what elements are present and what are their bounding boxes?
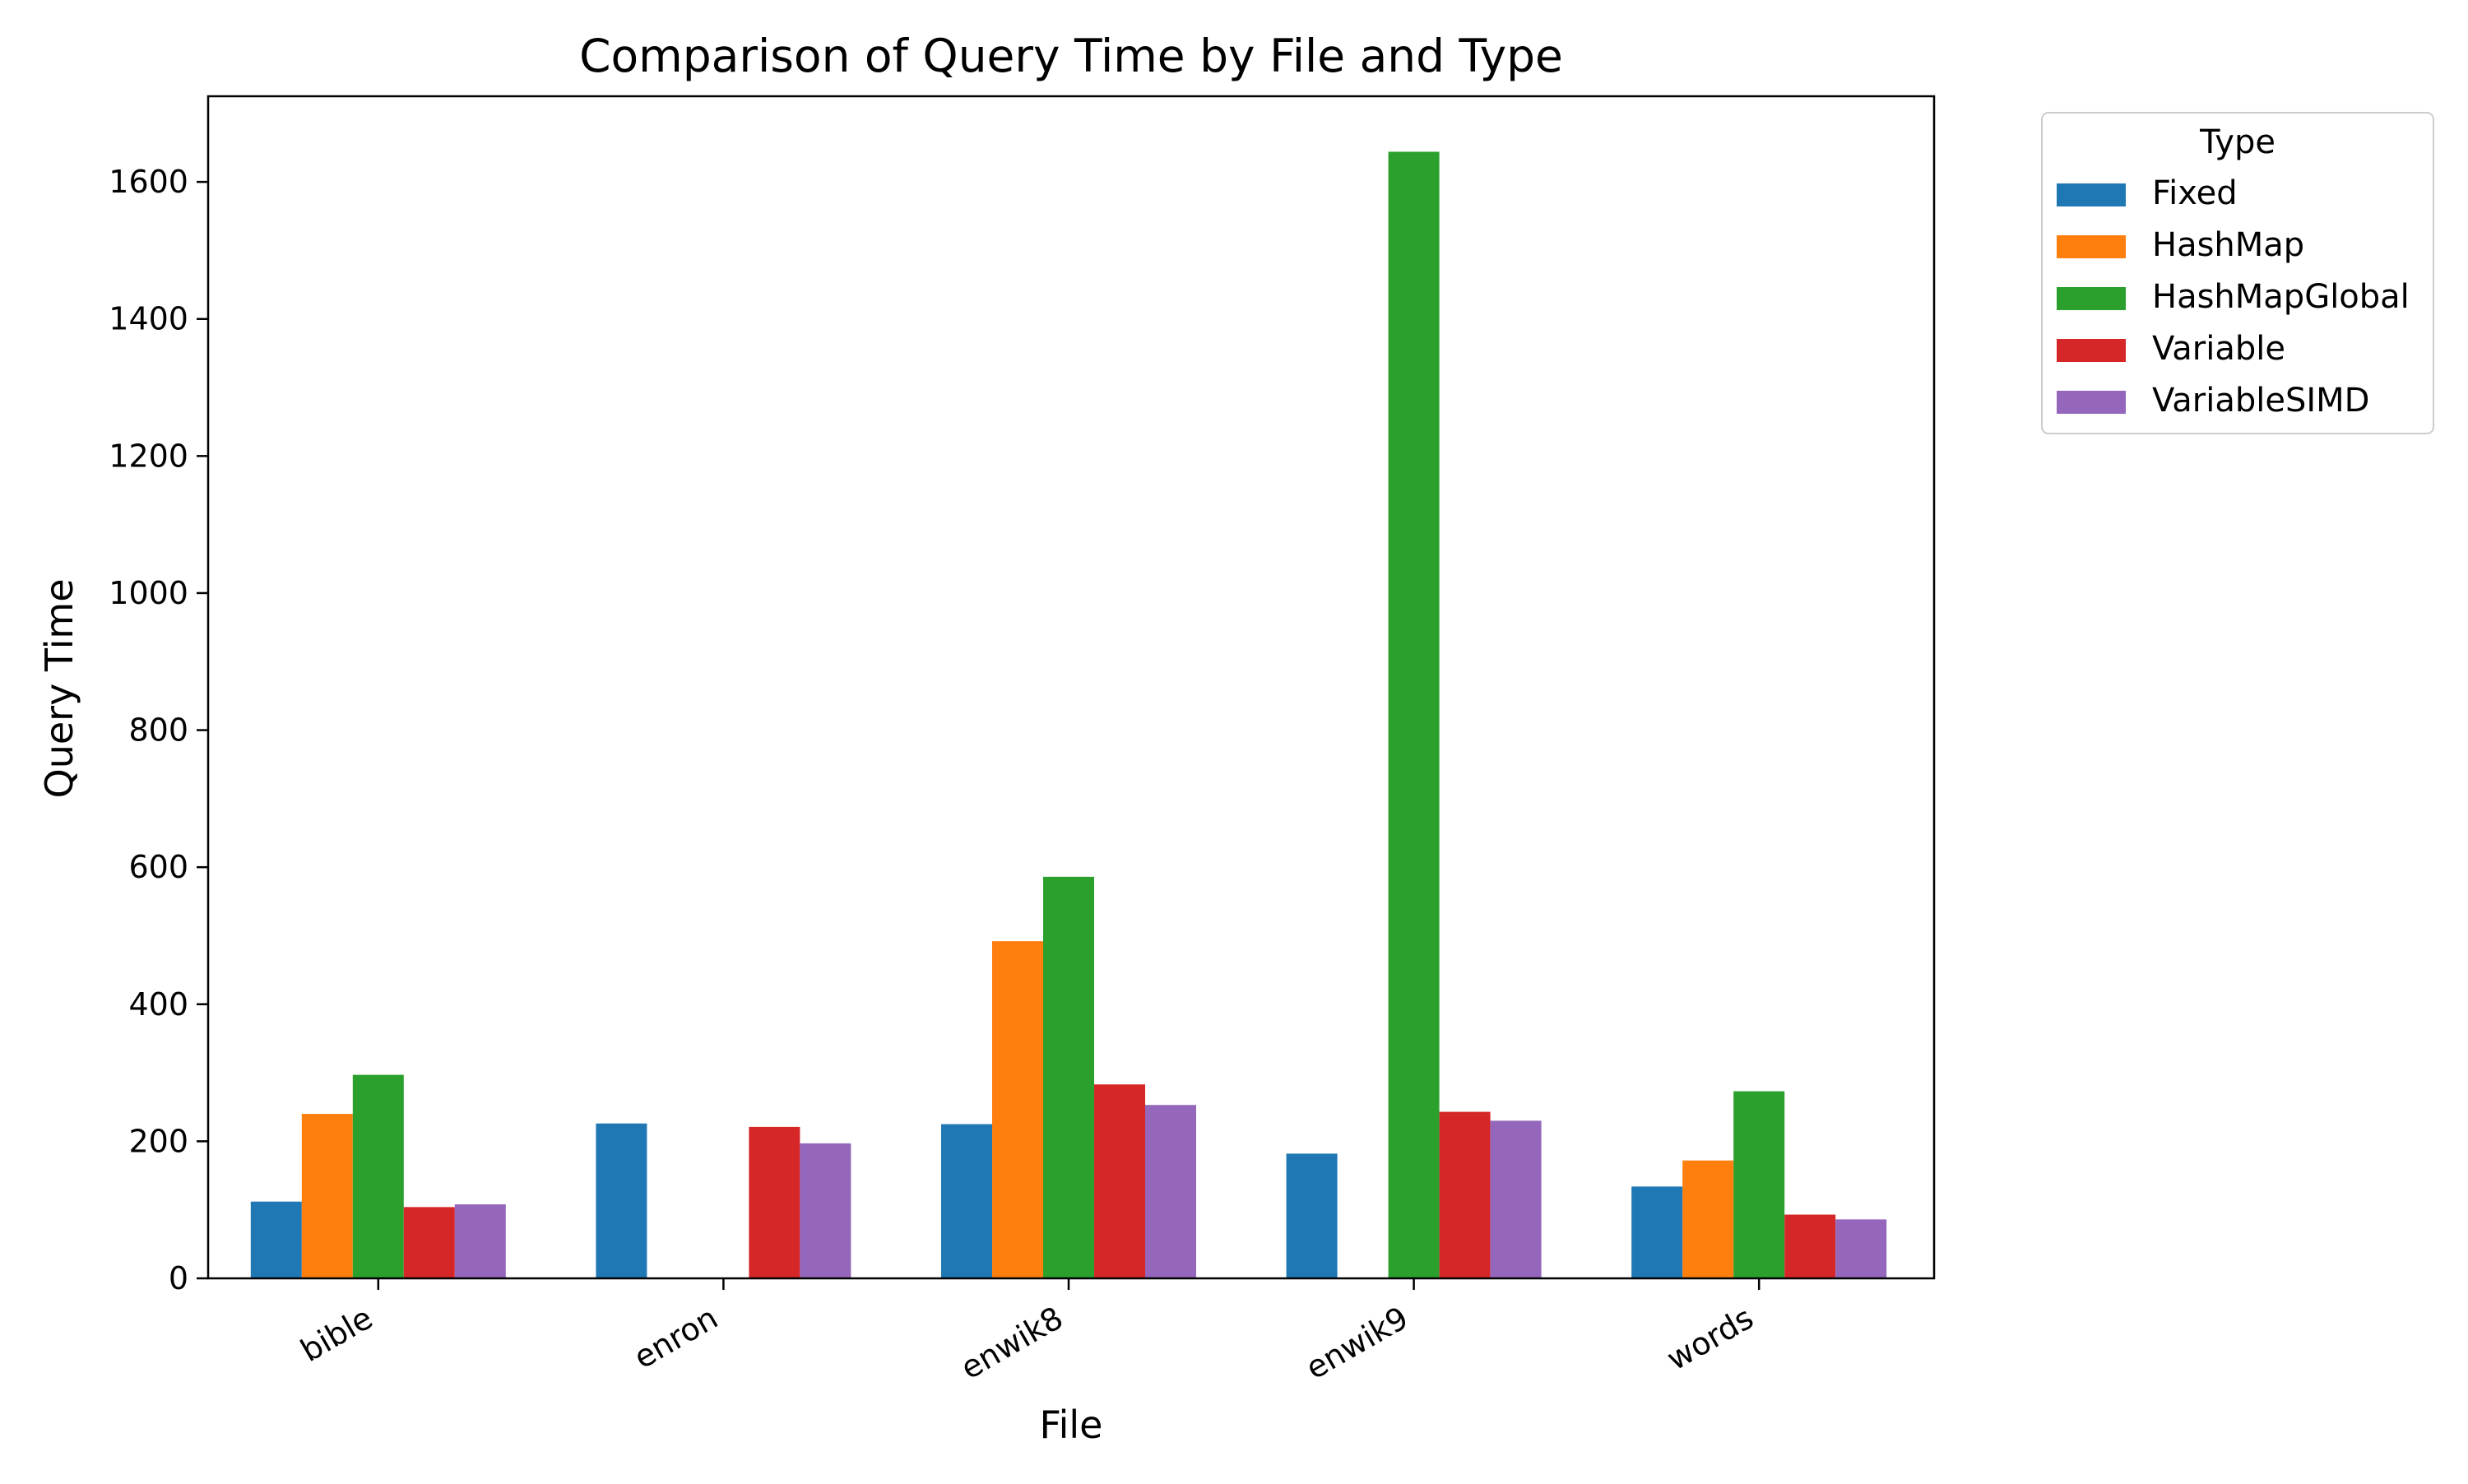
bar-HashMap-bible: [302, 1114, 353, 1278]
bar-VariableSIMD-words: [1835, 1219, 1886, 1278]
y-tick-label: 400: [128, 986, 188, 1023]
chart-title: Comparison of Query Time by File and Typ…: [579, 30, 1563, 82]
bar-Fixed-enwik9: [1287, 1153, 1338, 1278]
bar-Variable-enron: [749, 1127, 800, 1278]
bar-HashMap-words: [1682, 1161, 1733, 1278]
bar-VariableSIMD-enwik8: [1145, 1105, 1196, 1278]
legend-swatch-VariableSIMD: [2057, 391, 2126, 414]
y-tick-label: 1200: [109, 438, 188, 474]
bar-Fixed-words: [1631, 1186, 1682, 1278]
y-tick-label: 200: [128, 1123, 188, 1159]
bar-HashMapGlobal-bible: [353, 1075, 404, 1278]
y-tick-label: 600: [128, 849, 188, 885]
legend-title: Type: [2199, 123, 2275, 161]
legend-swatch-Fixed: [2057, 183, 2126, 206]
bar-HashMapGlobal-enwik9: [1389, 151, 1440, 1278]
legend-label-HashMap: HashMap: [2152, 226, 2304, 264]
bar-HashMapGlobal-words: [1733, 1092, 1784, 1278]
bar-HashMapGlobal-enwik8: [1043, 877, 1094, 1278]
bar-VariableSIMD-enwik9: [1491, 1120, 1542, 1278]
y-tick-label: 1000: [109, 575, 188, 611]
bar-VariableSIMD-enron: [800, 1143, 851, 1278]
legend-swatch-Variable: [2057, 339, 2126, 362]
legend-label-VariableSIMD: VariableSIMD: [2152, 382, 2369, 420]
y-tick-label: 1600: [109, 164, 188, 200]
y-tick-label: 800: [128, 712, 188, 749]
y-axis-label: Query Time: [37, 579, 81, 799]
legend-label-Fixed: Fixed: [2152, 174, 2238, 212]
y-tick-label: 1400: [109, 301, 188, 337]
bar-Variable-enwik8: [1094, 1084, 1145, 1278]
legend-swatch-HashMapGlobal: [2057, 287, 2126, 310]
bar-HashMap-enwik8: [992, 941, 1043, 1278]
bar-VariableSIMD-bible: [455, 1204, 506, 1278]
legend-label-HashMapGlobal: HashMapGlobal: [2152, 278, 2410, 316]
bar-Fixed-enron: [596, 1124, 647, 1278]
bar-Variable-bible: [404, 1207, 455, 1278]
legend-label-Variable: Variable: [2152, 330, 2285, 368]
legend: Type Fixed HashMap HashMapGlobal Variable Va…: [2042, 113, 2433, 434]
bar-Fixed-enwik8: [941, 1125, 992, 1278]
legend-swatch-HashMap: [2057, 235, 2126, 258]
bar-Variable-enwik9: [1440, 1112, 1491, 1278]
y-tick-label: 0: [169, 1260, 188, 1296]
x-axis-label: File: [1040, 1403, 1103, 1447]
bar-Fixed-bible: [251, 1202, 302, 1278]
bar-Variable-words: [1784, 1215, 1835, 1278]
